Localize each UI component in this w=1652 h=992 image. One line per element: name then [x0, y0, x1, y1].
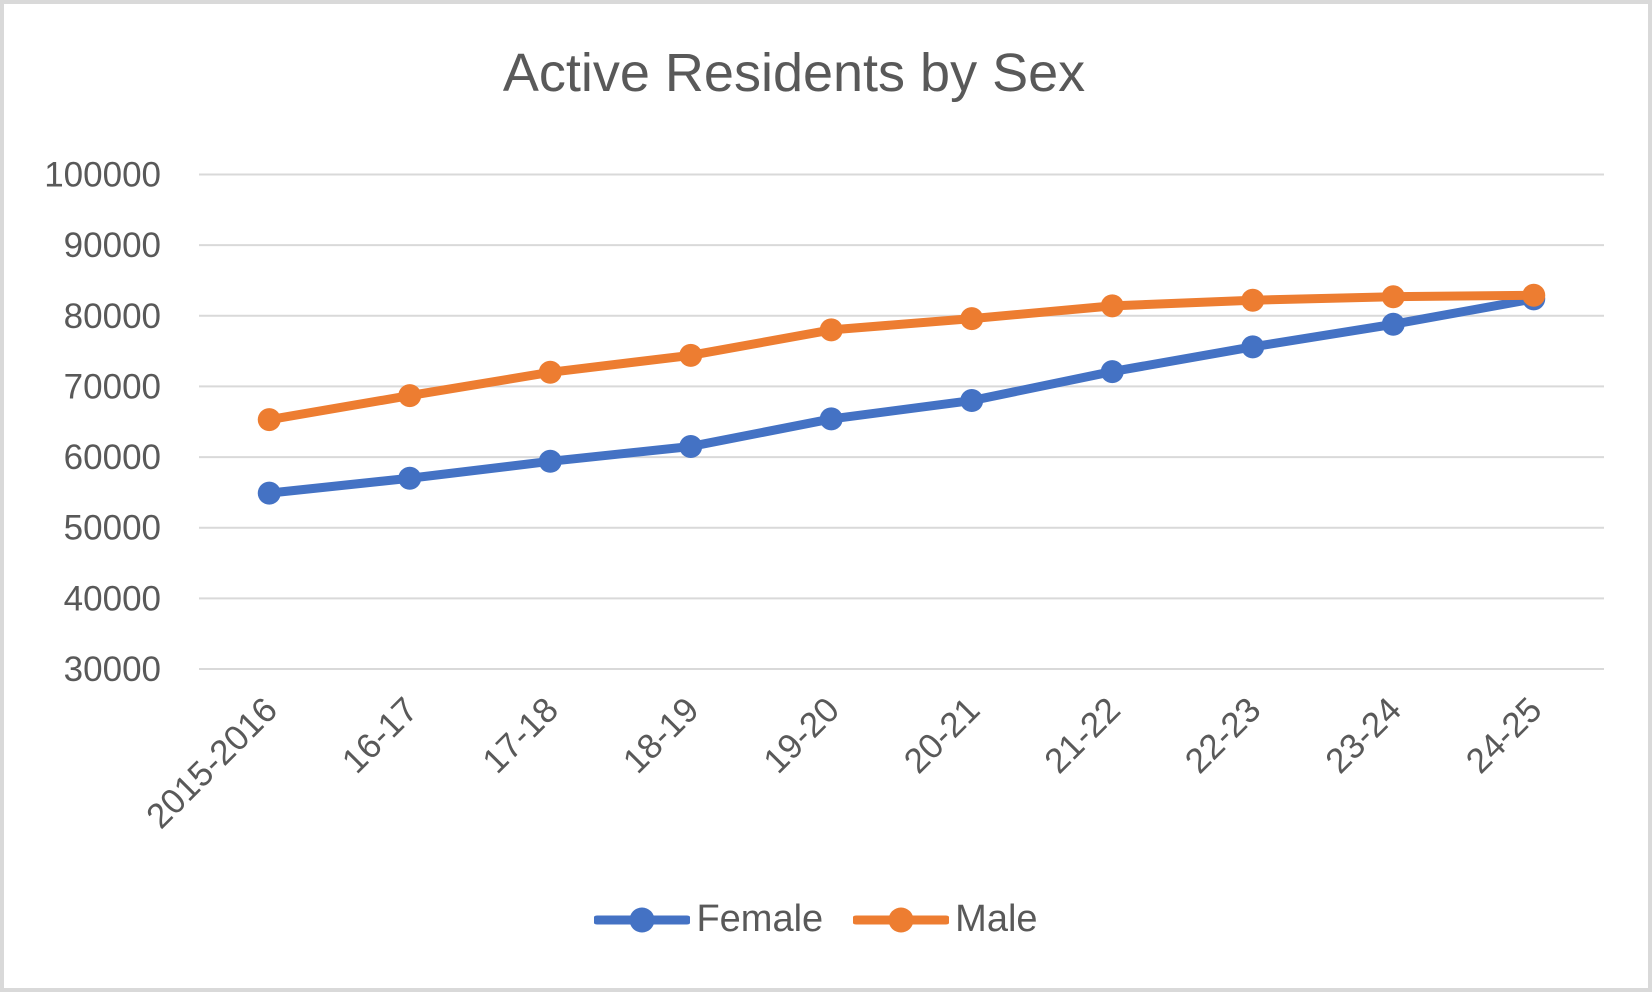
svg-text:60000: 60000: [64, 438, 161, 477]
legend-item-male: Male: [853, 898, 1038, 941]
chart-title: Active Residents by Sex: [502, 43, 1086, 103]
svg-text:80000: 80000: [64, 297, 161, 336]
svg-text:18-19: 18-19: [616, 690, 707, 781]
svg-text:22-23: 22-23: [1178, 690, 1269, 781]
legend-label-male: Male: [955, 898, 1038, 940]
svg-text:30000: 30000: [64, 650, 161, 689]
svg-text:100000: 100000: [44, 156, 161, 195]
svg-text:23-24: 23-24: [1318, 690, 1409, 781]
line-chart: 100000 90000 80000 70000 60000 50000 40000 3000…: [44, 156, 1604, 836]
male-line-marker-icon: [853, 907, 950, 932]
svg-text:19-20: 19-20: [756, 690, 847, 781]
svg-text:21-22: 21-22: [1037, 690, 1128, 781]
svg-text:24-25: 24-25: [1459, 690, 1550, 781]
svg-text:40000: 40000: [64, 579, 161, 618]
svg-text:70000: 70000: [64, 367, 161, 406]
svg-text:16-17: 16-17: [335, 690, 426, 781]
svg-text:2015-2016: 2015-2016: [139, 690, 285, 836]
female-line-marker-icon: [594, 907, 691, 932]
svg-text:20-21: 20-21: [897, 690, 988, 781]
chart-legend: Female Male: [4, 898, 1628, 941]
svg-text:17-18: 17-18: [475, 690, 566, 781]
legend-label-female: Female: [696, 898, 824, 940]
svg-text:50000: 50000: [64, 509, 161, 548]
legend-item-female: Female: [594, 898, 823, 941]
svg-text:90000: 90000: [64, 226, 161, 265]
